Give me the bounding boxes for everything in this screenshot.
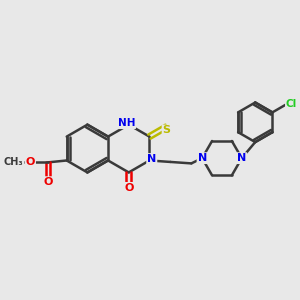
Text: N: N — [147, 154, 156, 164]
Text: S: S — [163, 125, 171, 136]
Text: O: O — [26, 158, 35, 167]
Text: NH: NH — [118, 118, 135, 128]
Text: O: O — [124, 183, 134, 193]
Text: Cl: Cl — [286, 99, 297, 110]
Text: N: N — [197, 153, 207, 163]
Text: CH₃: CH₃ — [4, 158, 24, 167]
Text: O: O — [43, 177, 52, 187]
Text: N: N — [237, 153, 246, 163]
